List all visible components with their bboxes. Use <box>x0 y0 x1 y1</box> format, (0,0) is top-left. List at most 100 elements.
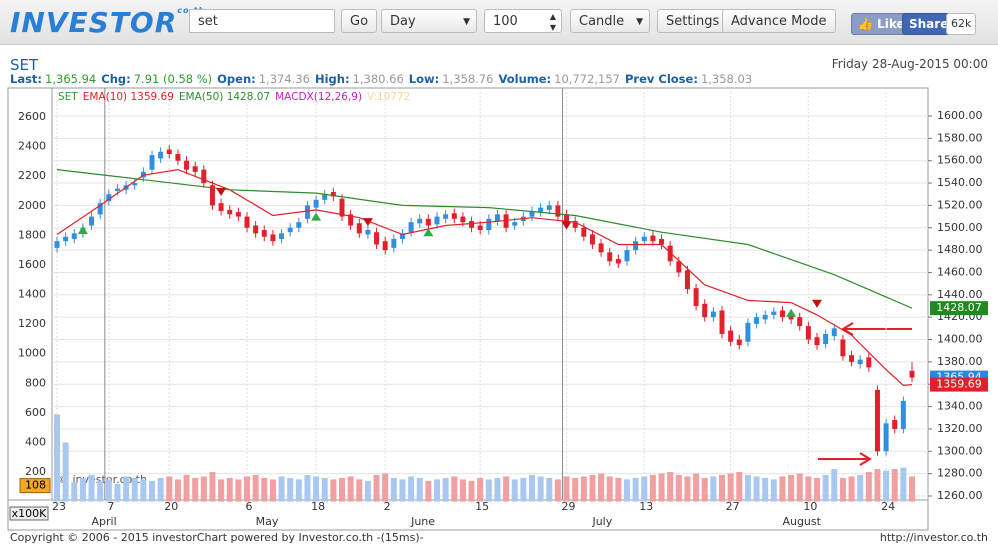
candle-body <box>909 370 915 378</box>
candle-body <box>736 339 742 346</box>
y-tick-label: 1400.00 <box>937 333 983 346</box>
y-tick-label: 1520.00 <box>937 198 983 211</box>
volume-bar <box>831 469 838 502</box>
volume-bar <box>71 482 78 502</box>
stat-value: 1,358.76 <box>442 72 494 86</box>
volume-bar <box>105 479 112 502</box>
period-select[interactable]: Day ▼ <box>381 9 477 33</box>
volume-bar <box>218 479 225 502</box>
candle-body <box>831 328 837 337</box>
y2-tick-label: 2400 <box>18 140 46 153</box>
volume-bar <box>839 477 846 502</box>
candle-body <box>874 389 880 452</box>
sell-signal <box>216 188 227 196</box>
volume-bar <box>796 473 803 502</box>
candle-body <box>883 423 889 452</box>
like-button[interactable]: 👍 Like <box>851 13 912 35</box>
volume-bar <box>736 472 743 502</box>
candle-body <box>710 311 716 318</box>
volume-bar <box>330 479 337 502</box>
candle-body <box>823 333 829 344</box>
volume-bar <box>356 479 363 502</box>
candle-body <box>279 233 285 239</box>
share-button[interactable]: Share <box>902 13 956 35</box>
y-tick-label: 1420.00 <box>937 310 983 323</box>
price-tag <box>930 370 988 385</box>
y-tick-label: 1320.00 <box>937 422 983 435</box>
candle-body <box>253 225 259 234</box>
candle-body <box>572 221 578 228</box>
period-value: Day <box>390 14 416 29</box>
candle-body <box>745 322 751 342</box>
volume-bar <box>244 476 250 502</box>
volume-bar <box>529 474 535 502</box>
volume-bar <box>140 479 147 502</box>
go-button[interactable]: Go <box>341 9 378 33</box>
candle-body <box>849 355 855 362</box>
volume-bar <box>762 477 769 502</box>
volume-bar <box>814 477 820 502</box>
x-tick-label: 18 <box>311 500 325 513</box>
candle-body <box>469 221 475 228</box>
month-label: July <box>591 515 612 528</box>
volume-bar <box>97 480 104 502</box>
sell-signal <box>812 299 822 308</box>
volume-bar <box>537 476 544 502</box>
sell-signal <box>561 221 572 230</box>
candle-body <box>54 241 60 248</box>
ema-line <box>56 169 913 309</box>
candle-body <box>417 218 423 224</box>
annotation-arrow <box>818 452 872 466</box>
volume-bar <box>399 479 406 502</box>
candle-body <box>365 230 371 235</box>
stat-label: Volume: <box>498 72 552 86</box>
volume-bar <box>883 470 890 502</box>
volume-bar <box>598 473 605 502</box>
x-tick-label: 24 <box>881 500 895 513</box>
price-tag-label: 1428.07 <box>936 301 982 314</box>
plot-frame <box>7 87 929 531</box>
y2-tick-label: 200 <box>25 465 46 478</box>
search-input[interactable]: set <box>189 9 335 33</box>
candle-body <box>814 337 820 346</box>
volume-bar <box>269 479 276 502</box>
volume-bar <box>520 477 527 502</box>
candle-body <box>633 241 639 251</box>
volume-bar <box>183 474 190 502</box>
count-input[interactable]: 100 ▲ ▼ <box>484 9 562 33</box>
volume-bar <box>157 477 164 502</box>
stat-value: 10,772,157 <box>554 72 620 86</box>
candle-body <box>296 222 302 228</box>
legend-entry: V:10772 <box>367 91 410 103</box>
y2-tick-label: 1600 <box>18 258 46 271</box>
volume-bar <box>321 477 328 502</box>
candle-body <box>218 203 224 211</box>
spinner: ▲ ▼ <box>549 12 556 32</box>
style-select[interactable]: Candle ▼ <box>570 9 650 33</box>
candle-body <box>339 198 345 217</box>
advance-button[interactable]: Advance Mode <box>722 9 836 33</box>
candle-body <box>434 216 440 225</box>
y-tick-label: 1340.00 <box>937 400 983 413</box>
candle-body <box>322 194 328 200</box>
candle-body <box>797 317 803 327</box>
volume-bar <box>209 472 216 502</box>
candle-body <box>607 252 613 262</box>
stat-label: Chg: <box>101 72 131 86</box>
volume-bar <box>123 476 130 502</box>
candle-body <box>728 330 734 342</box>
candle-body <box>805 326 811 340</box>
volume-bar <box>62 442 69 502</box>
annotation-arrow <box>841 322 912 336</box>
grid <box>52 88 928 500</box>
volume-bar <box>563 476 570 502</box>
candle-body <box>650 235 656 242</box>
month-label: May <box>256 515 279 528</box>
volume-bar <box>192 477 199 502</box>
volume-bar <box>434 479 440 502</box>
logo[interactable]: INVESTORco.th <box>10 6 205 39</box>
candle-body <box>477 225 483 230</box>
legend-entry: MACDX(12,26,9) <box>275 91 362 103</box>
settings-button[interactable]: Settings <box>657 9 729 33</box>
y-tick-label: 1460.00 <box>937 265 983 278</box>
